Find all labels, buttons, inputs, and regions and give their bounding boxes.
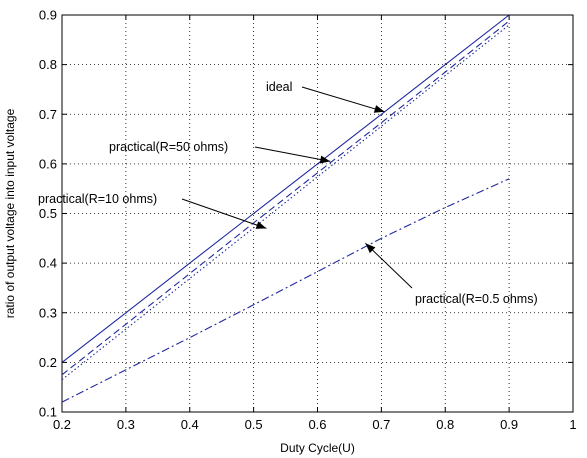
annotation-label: practical(R=0.5 ohms) — [415, 292, 538, 306]
y-tick-label: 0.7 — [39, 107, 57, 122]
x-tick-label: 0.8 — [436, 417, 454, 432]
y-tick-label: 0.2 — [39, 355, 57, 370]
x-tick-label: 0.3 — [117, 417, 135, 432]
x-tick-label: 0.9 — [500, 417, 518, 432]
y-tick-label: 0.4 — [39, 256, 57, 271]
x-tick-label: 1 — [569, 417, 576, 432]
x-axis-label: Duty Cycle(U) — [280, 441, 355, 455]
annotation-label: practical(R=50 ohms) — [109, 140, 228, 154]
annotation-label: ideal — [266, 80, 292, 94]
y-tick-label: 0.5 — [39, 206, 57, 221]
x-tick-label: 0.7 — [372, 417, 390, 432]
x-tick-label: 0.5 — [245, 417, 263, 432]
y-tick-label: 0.6 — [39, 156, 57, 171]
x-tick-label: 0.6 — [308, 417, 326, 432]
y-axis-label: ratio of output voltage into input volta… — [3, 108, 17, 318]
annotation-label: practical(R=10 ohms) — [38, 192, 157, 206]
y-tick-label: 0.9 — [39, 8, 57, 23]
x-tick-label: 0.4 — [181, 417, 199, 432]
y-tick-label: 0.8 — [39, 57, 57, 72]
y-tick-label: 0.3 — [39, 305, 57, 320]
y-tick-label: 0.1 — [39, 405, 57, 420]
